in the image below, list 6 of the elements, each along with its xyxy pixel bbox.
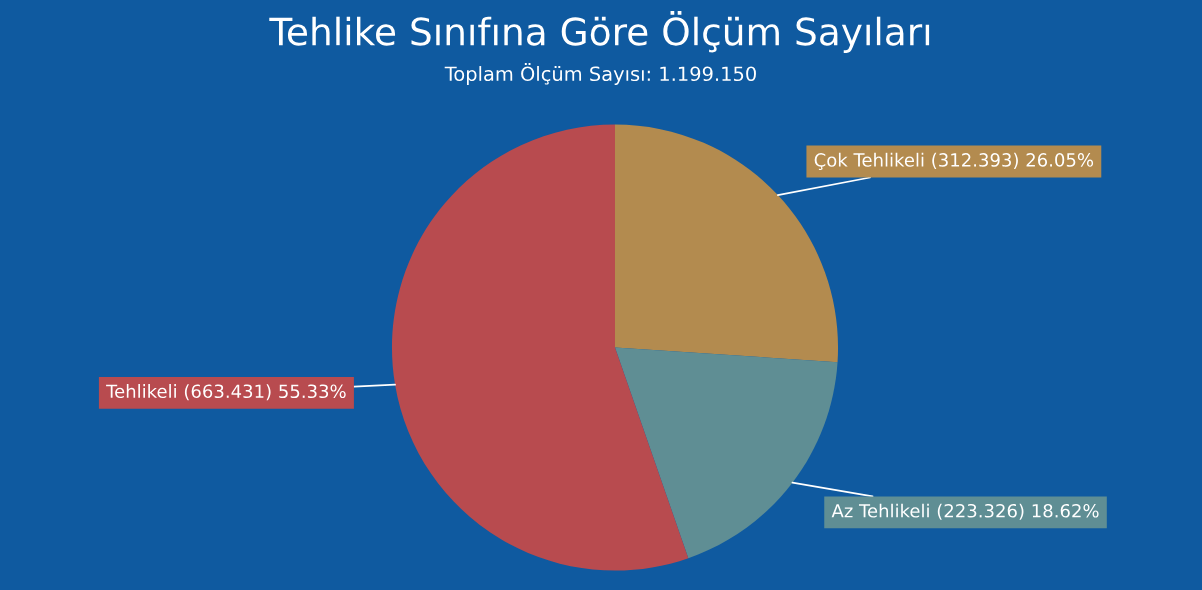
chart-title: Tehlike Sınıfına Göre Ölçüm Sayıları — [269, 11, 930, 53]
chart-subtitle: Toplam Ölçüm Sayısı: 1.199.150 — [444, 63, 756, 85]
pie-slice — [391, 124, 689, 571]
slice-label: Tehlikeli (663.431) 55.33% — [106, 384, 346, 401]
slice-label: Çok Tehlikeli (312.393) 26.05% — [814, 152, 1094, 170]
slice-label: Az Tehlikeli (223.326) 18.62% — [831, 503, 1099, 520]
